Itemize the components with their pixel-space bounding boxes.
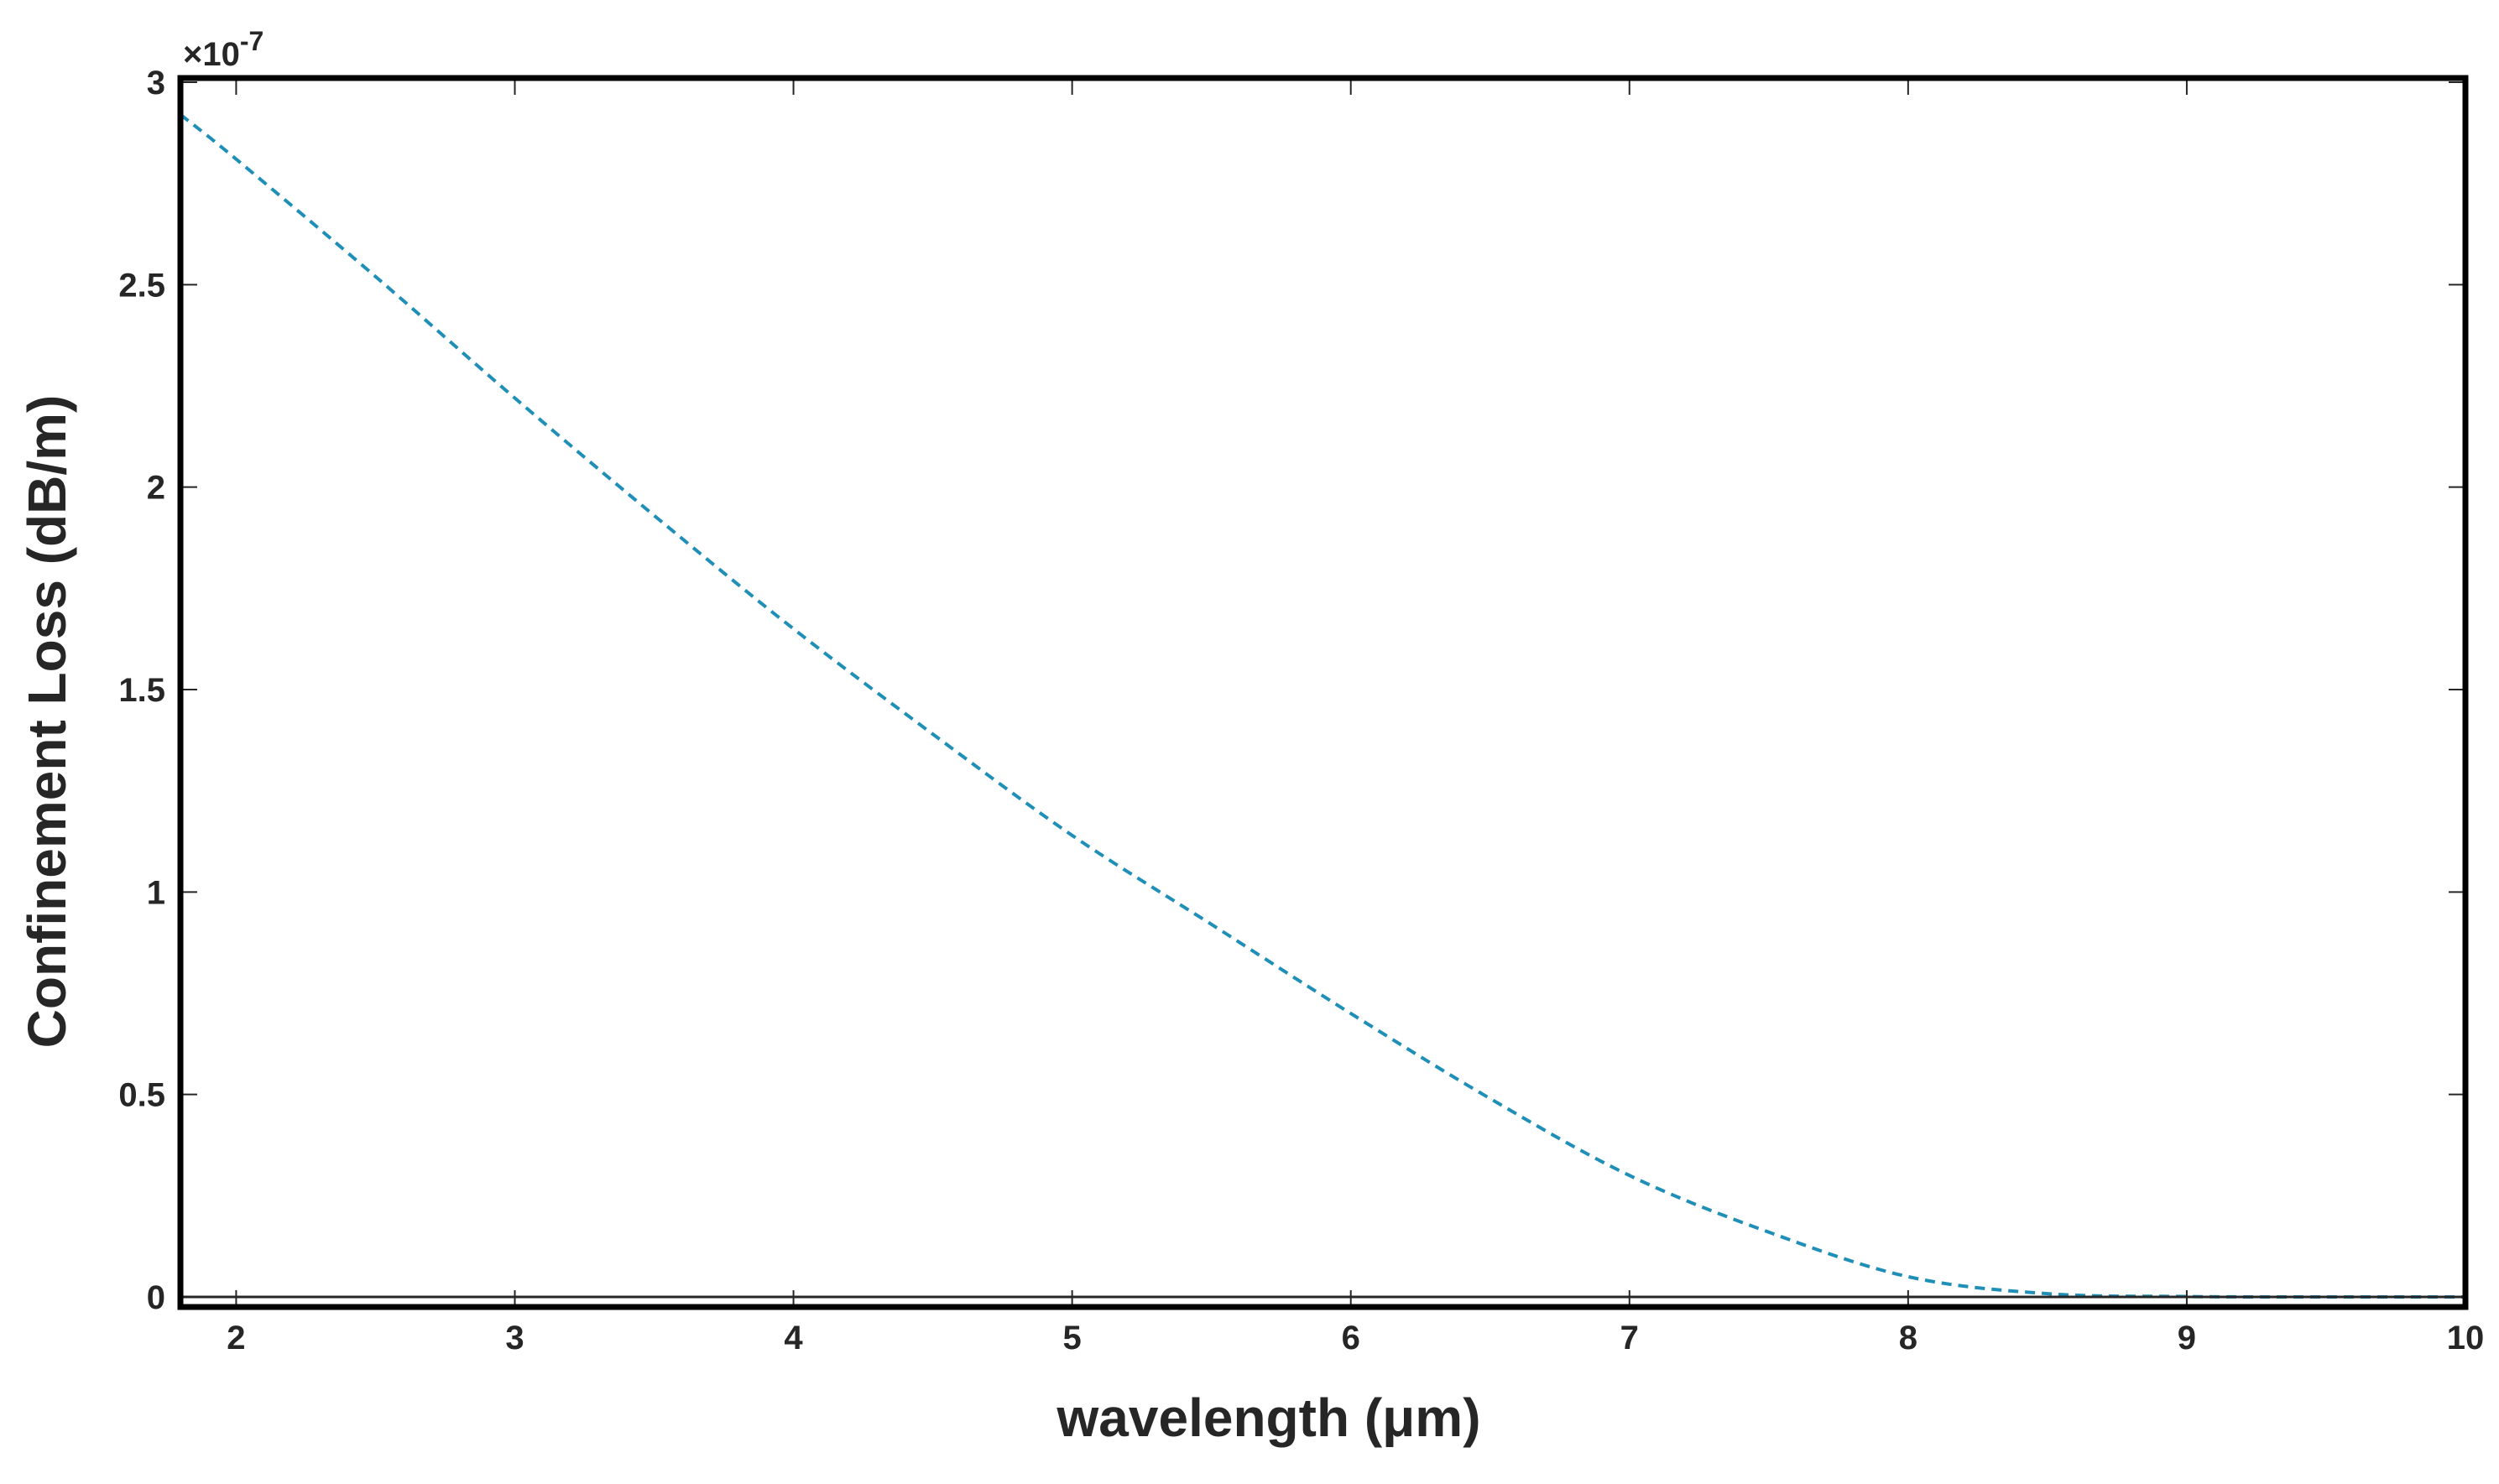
y-tick-label: 2	[147, 470, 165, 507]
x-tick-label: 4	[784, 1320, 803, 1356]
series-layer	[179, 113, 2466, 1299]
y-axis-title: Confinement Loss (dB/m)	[17, 395, 77, 1049]
x-tick-label: 7	[1620, 1320, 1639, 1356]
x-tick-label: 2	[227, 1320, 245, 1356]
x-axis-title: wavelength (μm)	[1056, 1388, 1481, 1448]
y-tick-label: 2.5	[118, 267, 165, 304]
y-tick-label: 0	[147, 1279, 165, 1316]
x-tick-label: 8	[1899, 1320, 1917, 1356]
x-tick-label: 6	[1342, 1320, 1360, 1356]
plot-frame	[177, 75, 2469, 1310]
plot-area	[180, 78, 2465, 1307]
x-tick-label: 10	[2447, 1320, 2485, 1356]
y-axis-multiplier: ×10-7	[183, 26, 263, 73]
x-tick-label: 3	[505, 1320, 524, 1356]
y-tick-label: 0.5	[118, 1077, 165, 1114]
y-tick-label: 3	[147, 65, 165, 102]
series-line-0	[179, 113, 2466, 1299]
labels-layer: 2 3 4 5 6 7 8 9 10 0 0.5 1 1.5 2 2.5 3	[118, 65, 2484, 1356]
y-tick-label: 1.5	[118, 672, 165, 709]
y-tick-label: 1	[147, 874, 165, 911]
x-tick-label: 5	[1063, 1320, 1082, 1356]
x-tick-label: 9	[2178, 1320, 2196, 1356]
